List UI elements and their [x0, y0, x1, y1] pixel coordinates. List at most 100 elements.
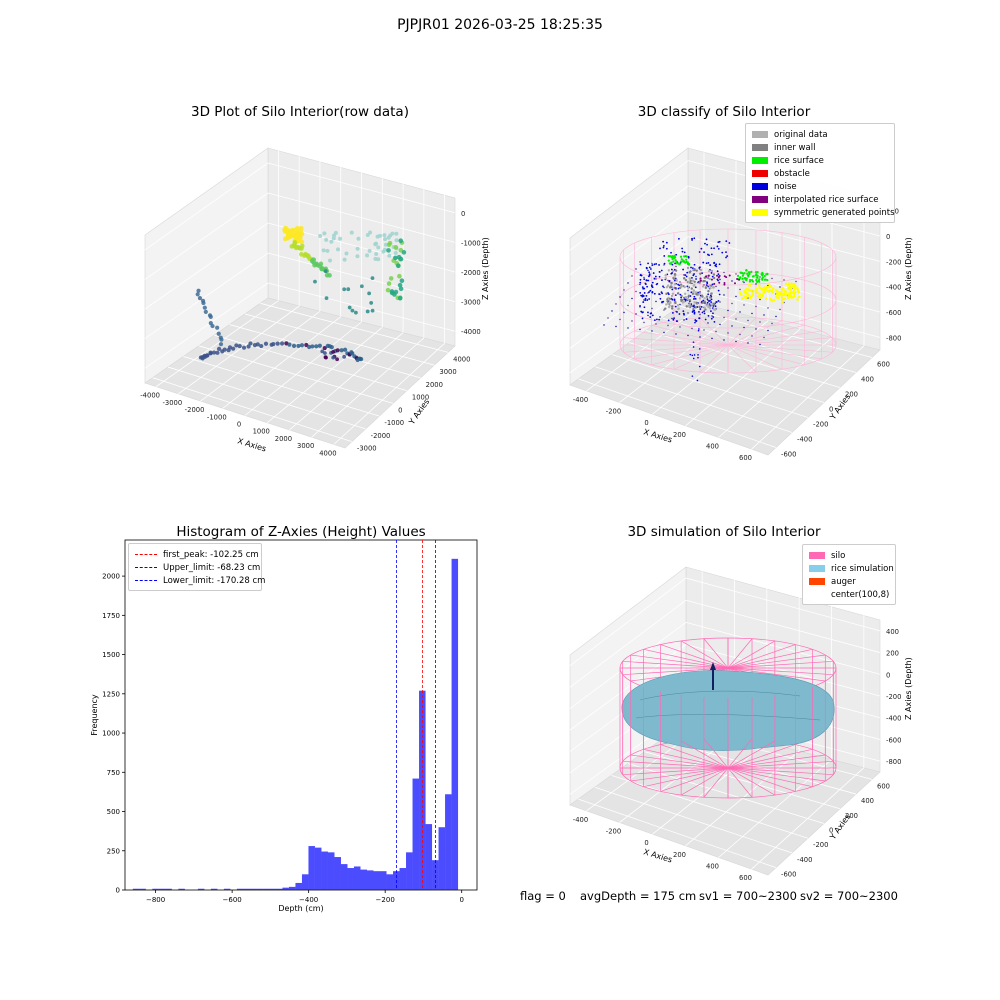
- classify-silo-wireframe: [619, 228, 837, 374]
- classify-data-point: [683, 274, 685, 276]
- simulation-y-tick: 200: [845, 812, 858, 820]
- classify-data-point: [781, 297, 785, 301]
- classify-data-point: [664, 307, 667, 310]
- classify-data-point: [693, 354, 696, 356]
- classify-data-point: [685, 318, 688, 320]
- classify-data-point: [715, 301, 718, 303]
- classify-data-point: [644, 299, 647, 302]
- classify-data-point: [723, 271, 725, 274]
- classify-data-point: [725, 276, 728, 279]
- raw-y-tick: 2000: [426, 381, 443, 389]
- classify-data-point: [678, 313, 681, 315]
- classify-data-point: [718, 240, 721, 243]
- classify-data-point: [756, 270, 759, 274]
- classify-data-point: [709, 286, 712, 290]
- classify-data-point: [719, 301, 721, 303]
- silo-bottom-spoke: [727, 740, 776, 769]
- classify-x-tick: -400: [573, 396, 588, 404]
- raw-x-tick: -4000: [140, 392, 160, 400]
- classify-y-tick: 600: [877, 361, 890, 369]
- classify-data-point: [643, 306, 646, 309]
- classify-data-point: [695, 301, 698, 304]
- classify-data-point: [688, 277, 692, 280]
- raw-data-point: [237, 343, 242, 349]
- histogram-bar: [353, 866, 361, 890]
- classify-data-point: [725, 256, 727, 259]
- classify-data-point: [767, 307, 769, 309]
- silo-bottom-spoke: [643, 748, 729, 769]
- classify-data-point: [687, 280, 690, 284]
- simulation-z-tick: -600: [886, 736, 901, 744]
- simulation-legend-item: center(100,8): [809, 588, 889, 601]
- classify-data-point: [692, 307, 695, 311]
- histogram-x-tick-label: −800: [146, 896, 165, 904]
- classify-data-point: [672, 318, 675, 321]
- classify-z-axis-label: Z Axies (Depth): [904, 237, 913, 300]
- histogram-bar: [288, 886, 296, 890]
- classify-data-point: [667, 305, 671, 309]
- classify-data-point: [735, 318, 737, 320]
- legend-swatch: [809, 565, 825, 572]
- classify-data-point: [685, 255, 688, 258]
- raw-data-point: [314, 261, 319, 267]
- classify-data-point: [695, 293, 698, 296]
- classify-data-point: [685, 258, 688, 261]
- silo-top-spoke: [727, 667, 826, 682]
- histogram-x-tick-label: −200: [376, 896, 395, 904]
- raw-data-point: [333, 230, 338, 235]
- histogram-bar: [210, 888, 218, 890]
- histogram-bar: [249, 888, 257, 890]
- classify-data-point: [651, 264, 654, 267]
- histogram-bar: [132, 888, 140, 890]
- classify-data-point: [643, 276, 645, 279]
- classify-data-point: [647, 269, 649, 272]
- legend-label: rice simulation: [831, 563, 894, 574]
- raw-x-tick: -1000: [207, 413, 227, 421]
- simulation-z-axis-label: Z Axies (Depth): [904, 657, 913, 720]
- classify-data-point: [754, 271, 758, 274]
- raw-data-point: [376, 245, 381, 250]
- classify-data-point: [755, 328, 757, 330]
- raw-data-point: [396, 254, 402, 260]
- raw-z-tick: -3000: [461, 299, 481, 307]
- raw-data-point: [324, 355, 328, 360]
- simulation-y-tick: 600: [877, 782, 890, 790]
- classify-data-point: [710, 298, 713, 301]
- legend-line-swatch: [135, 580, 157, 581]
- classify-data-point: [691, 327, 693, 330]
- legend-label: Upper_limit: -68.23 cm: [163, 562, 261, 573]
- classify-data-point: [743, 304, 745, 306]
- classify-data-point: [666, 284, 670, 287]
- classify-data-point: [755, 279, 758, 282]
- histogram-bar: [399, 868, 407, 890]
- classify-data-point: [659, 316, 661, 318]
- classify-data-point: [717, 289, 720, 292]
- classify-data-point: [710, 310, 712, 313]
- classify-data-point: [761, 278, 764, 281]
- classify-y-tick: 0: [829, 406, 833, 414]
- histogram-bar: [282, 887, 289, 890]
- classify-data-point: [708, 300, 710, 303]
- raw-data-point: [397, 295, 403, 301]
- classify-data-point: [715, 263, 718, 266]
- raw-data-point: [292, 241, 297, 246]
- classify-data-point: [680, 258, 683, 261]
- raw-data-point: [314, 344, 319, 349]
- classify-data-point: [671, 269, 675, 273]
- classify-data-point: [695, 278, 697, 280]
- classify-silo-spoke: [727, 344, 805, 366]
- classify-data-point: [784, 293, 788, 297]
- raw-data-point: [365, 309, 370, 314]
- classify-data-point: [701, 295, 704, 298]
- classify-data-point: [668, 297, 672, 301]
- classify-data-point: [739, 311, 741, 313]
- raw-data-point: [367, 248, 372, 253]
- classify-data-point: [677, 287, 680, 290]
- classify-data-point: [674, 305, 677, 308]
- legend-swatch: [752, 170, 768, 177]
- raw-data-point: [311, 257, 317, 262]
- classify-data-point: [680, 299, 683, 303]
- classify-data-point: [717, 273, 720, 276]
- classify-data-point: [752, 275, 755, 278]
